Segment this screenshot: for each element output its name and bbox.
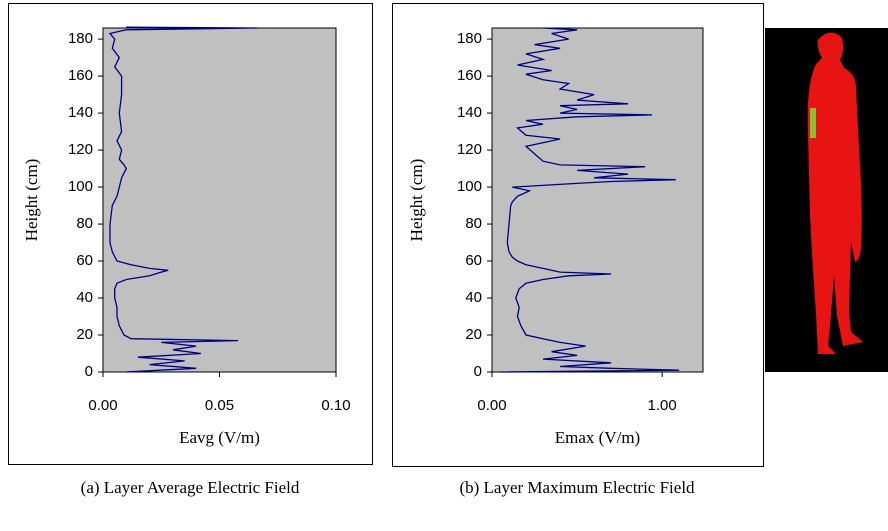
x-tick-label: 0.00 xyxy=(88,397,117,414)
y-tick-label: 20 xyxy=(76,326,93,343)
caption: (b) Layer Maximum Electric Field xyxy=(459,478,695,497)
y-tick-label: 160 xyxy=(457,67,482,84)
x-tick-label: 1.00 xyxy=(648,397,677,414)
chart-frame xyxy=(392,3,764,467)
y-tick-label: 20 xyxy=(465,326,482,343)
y-tick-label: 100 xyxy=(457,178,482,195)
y-tick-label: 140 xyxy=(457,104,482,121)
y-tick-label: 180 xyxy=(457,30,482,47)
x-axis-label: Eavg (V/m) xyxy=(179,428,260,447)
x-tick-label: 0.05 xyxy=(205,397,234,414)
y-tick-label: 80 xyxy=(76,215,93,232)
x-axis-label: Emax (V/m) xyxy=(555,428,640,447)
y-tick-label: 0 xyxy=(85,363,93,380)
y-axis-label: Height (cm) xyxy=(407,159,426,242)
y-tick-label: 120 xyxy=(457,141,482,158)
data-line xyxy=(108,26,257,373)
y-tick-label: 60 xyxy=(76,252,93,269)
y-tick-label: 80 xyxy=(465,215,482,232)
plot-area xyxy=(491,27,704,373)
y-tick-label: 120 xyxy=(68,141,93,158)
y-tick-label: 100 xyxy=(68,178,93,195)
y-tick-label: 140 xyxy=(68,104,93,121)
x-tick-label: 0.00 xyxy=(477,397,506,414)
caption: (a) Layer Average Electric Field xyxy=(80,478,300,497)
x-tick-label: 0.10 xyxy=(321,397,350,414)
y-axis-label: Height (cm) xyxy=(22,159,41,242)
chart-frame xyxy=(8,3,373,465)
y-tick-label: 60 xyxy=(465,252,482,269)
plot-area xyxy=(102,27,337,373)
y-tick-label: 160 xyxy=(68,67,93,84)
data-line xyxy=(500,27,680,373)
y-tick-label: 40 xyxy=(465,289,482,306)
y-tick-label: 180 xyxy=(68,30,93,47)
y-tick-label: 40 xyxy=(76,289,93,306)
y-tick-label: 0 xyxy=(474,363,482,380)
body-image xyxy=(765,28,888,372)
